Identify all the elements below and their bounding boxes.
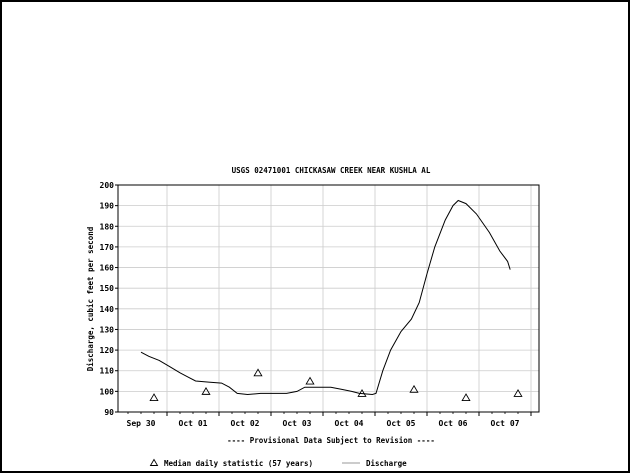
y-tick-label: 140: [100, 305, 115, 314]
legend-discharge-label: Discharge: [366, 459, 407, 468]
median-marker: [149, 393, 159, 402]
x-axis-ticks: Sep 30 Oct 01 Oct 02 Oct 03 Oct 04 Oct 05 Oct …: [127, 412, 532, 428]
legend-triangle-icon: [149, 458, 159, 466]
x-tick-label: Oct 05: [387, 419, 416, 428]
y-tick-label: 90: [104, 408, 114, 417]
median-marker: [253, 368, 263, 377]
y-axis-ticks: 90 100 110 120 130 140 150 160 170 180 190 200: [100, 181, 118, 417]
median-marker: [201, 386, 211, 395]
x-tick-label: Oct 06: [439, 419, 468, 428]
median-marker: [461, 393, 471, 402]
y-tick-label: 170: [100, 243, 115, 252]
x-tick-label: Oct 04: [335, 419, 364, 428]
y-tick-label: 200: [100, 181, 115, 190]
median-marker: [513, 389, 523, 397]
median-marker: [409, 384, 419, 393]
median-marker: [357, 389, 367, 397]
discharge-series: [140, 199, 511, 396]
y-tick-label: 180: [100, 222, 115, 231]
x-tick-label: Oct 02: [231, 419, 260, 428]
y-tick-label: 110: [100, 367, 115, 376]
discharge-line: [140, 199, 511, 396]
x-tick-label: Oct 07: [491, 419, 520, 428]
median-marker: [305, 376, 315, 385]
chart-title: USGS 02471001 CHICKASAW CREEK NEAR KUSHL…: [232, 166, 431, 175]
y-axis-label: Discharge, cubic feet per second: [86, 227, 95, 372]
x-tick-label: Oct 03: [283, 419, 312, 428]
legend: Median daily statistic (57 years) Discha…: [149, 458, 407, 468]
y-tick-label: 160: [100, 264, 115, 273]
provisional-note: ---- Provisional Data Subject to Revisio…: [227, 436, 435, 445]
grid-lines: [118, 185, 539, 412]
plot-area-border: [117, 184, 540, 413]
y-tick-label: 120: [100, 346, 115, 355]
y-tick-label: 100: [100, 387, 115, 396]
x-tick-label: Oct 01: [179, 419, 208, 428]
y-tick-label: 190: [100, 202, 115, 211]
legend-median-label: Median daily statistic (57 years): [164, 459, 313, 468]
y-tick-label: 150: [100, 284, 115, 293]
y-tick-label: 130: [100, 325, 115, 334]
x-tick-label: Sep 30: [127, 419, 156, 428]
median-markers: [149, 368, 523, 402]
